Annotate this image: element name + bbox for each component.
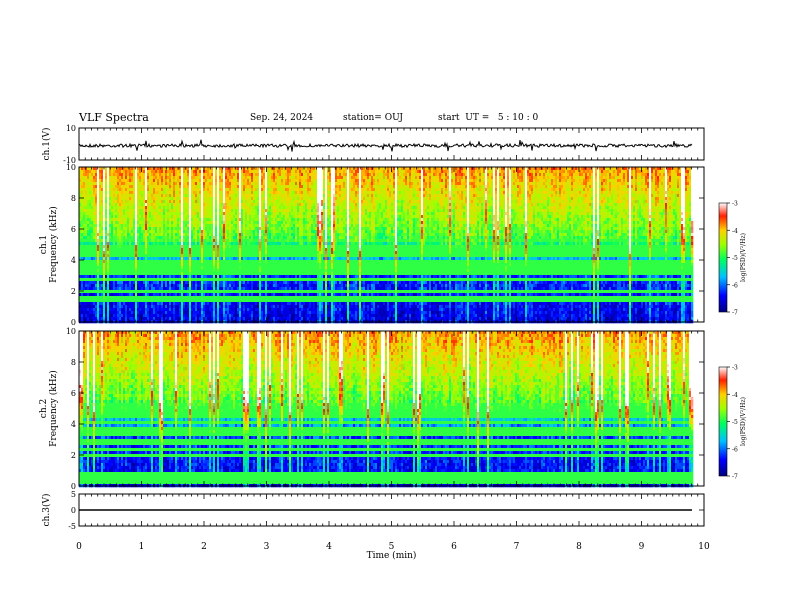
x-tick-label: 10 <box>698 542 710 552</box>
colorbar-tick-label: -5 <box>732 255 738 262</box>
x-tick-label: 4 <box>326 542 332 552</box>
colorbar-tick-label: -7 <box>732 310 738 317</box>
y-tick-label: 8 <box>71 194 76 203</box>
y-tick-label: 6 <box>71 225 76 234</box>
x-tick-label: 6 <box>451 542 457 552</box>
colorbar-tick-label: -6 <box>732 446 738 453</box>
ch3-y-label: ch.3(V) <box>41 494 52 527</box>
y-tick-label: 5 <box>71 490 76 499</box>
spectrogram-image-ch2 <box>79 331 693 487</box>
colorbar-tick-label: -5 <box>732 419 738 426</box>
x-tick-label: 8 <box>576 542 582 552</box>
x-tick-label: 1 <box>139 542 145 552</box>
spectrogram-image-ch1 <box>79 167 693 323</box>
colorbar-tick-label: -7 <box>732 474 738 481</box>
colorbar-tick-label: -4 <box>732 392 738 399</box>
y-tick-label: 10 <box>66 163 76 172</box>
ch1-frequency-label: Frequency (kHz) <box>48 206 59 283</box>
y-tick-label: -5 <box>68 522 76 531</box>
y-tick-label: 6 <box>71 389 76 398</box>
ch1-y-label: ch.1(V) <box>41 128 52 161</box>
colorbar-tick-label: -3 <box>732 365 738 372</box>
ch2-channel-label: ch.2 <box>39 399 49 418</box>
y-tick-label: 0 <box>71 506 76 515</box>
colorbar-tick-label: -6 <box>732 282 738 289</box>
y-tick-label: 4 <box>71 420 76 429</box>
x-tick-label: 0 <box>76 542 82 552</box>
y-tick-label: 10 <box>66 124 76 133</box>
ch2-colorbar-label: log(PSD)(V²/Hz) <box>740 397 747 446</box>
x-tick-label: 3 <box>264 542 270 552</box>
y-tick-label: 2 <box>71 451 76 460</box>
colorbar-tick-label: -4 <box>732 228 738 235</box>
colorbar-tick-label: -3 <box>732 201 738 208</box>
x-tick-label: 2 <box>201 542 207 552</box>
ch2-colorbar <box>719 367 727 476</box>
ch1-colorbar <box>719 203 727 312</box>
x-axis-label: Time (min) <box>367 550 417 561</box>
y-tick-label: 2 <box>71 287 76 296</box>
y-tick-label: 0 <box>71 318 76 327</box>
y-tick-label: 4 <box>71 256 76 265</box>
ch1-channel-label: ch.1 <box>39 235 49 254</box>
ch1-waveform-trace <box>79 140 692 152</box>
x-tick-label: 7 <box>514 542 520 552</box>
vlf-figure: 10-10ch.1(V)0246810ch.1 Frequency (kHz)-3… <box>0 0 792 612</box>
y-tick-label: 10 <box>66 327 76 336</box>
x-tick-label: 9 <box>639 542 645 552</box>
ch2-frequency-label: Frequency (kHz) <box>48 370 59 447</box>
ch1-colorbar-label: log(PSD)(V²/Hz) <box>740 233 747 282</box>
y-tick-label: 8 <box>71 358 76 367</box>
